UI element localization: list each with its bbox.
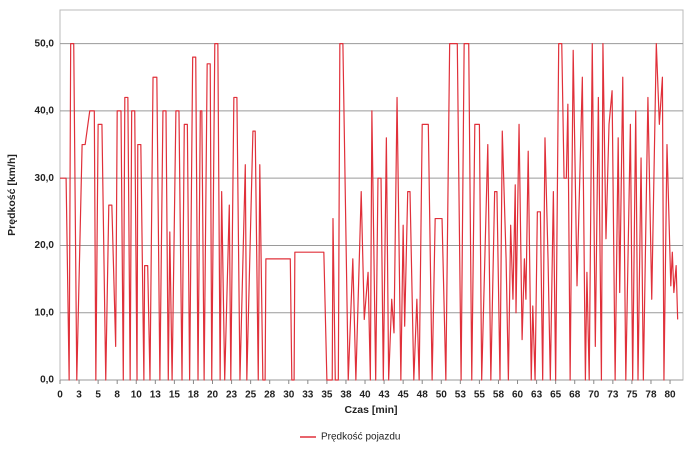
x-tick-label: 55 — [474, 390, 486, 401]
y-tick-label: 0,0 — [40, 375, 54, 386]
x-tick-label: 68 — [569, 390, 581, 401]
x-tick-label: 45 — [398, 390, 410, 401]
x-tick-label: 10 — [131, 390, 143, 401]
y-tick-label: 30,0 — [35, 173, 55, 184]
x-tick-label: 65 — [550, 390, 562, 401]
x-tick-label: 73 — [607, 390, 619, 401]
x-tick-label: 20 — [207, 390, 219, 401]
y-axis-title: Prędkość [km/h] — [6, 154, 18, 236]
data-line — [60, 43, 679, 381]
x-tick-label: 53 — [455, 390, 467, 401]
x-tick-label: 30 — [283, 390, 295, 401]
x-axis-title: Czas [min] — [344, 404, 397, 416]
y-tick-label: 20,0 — [35, 240, 55, 251]
x-tick-label: 38 — [340, 390, 352, 401]
x-tick-label: 78 — [645, 390, 657, 401]
x-tick-label: 5 — [95, 390, 101, 401]
x-tick-label: 75 — [626, 390, 638, 401]
x-tick-label: 13 — [150, 390, 162, 401]
x-tick-label: 25 — [245, 390, 257, 401]
x-tick-label: 15 — [169, 390, 181, 401]
x-tick-label: 58 — [493, 390, 505, 401]
x-tick-label: 23 — [226, 390, 238, 401]
x-tick-label: 63 — [531, 390, 543, 401]
x-tick-label: 43 — [379, 390, 391, 401]
y-tick-label: 40,0 — [35, 106, 55, 117]
x-tick-label: 50 — [436, 390, 448, 401]
x-tick-label: 48 — [417, 390, 429, 401]
x-tick-label: 28 — [264, 390, 276, 401]
y-tick-label: 10,0 — [35, 307, 55, 318]
x-tick-label: 80 — [664, 390, 676, 401]
x-tick-label: 18 — [188, 390, 200, 401]
x-tick-label: 40 — [359, 390, 371, 401]
x-tick-label: 8 — [114, 390, 120, 401]
x-tick-label: 3 — [76, 390, 82, 401]
x-tick-label: 35 — [321, 390, 333, 401]
x-tick-label: 0 — [57, 390, 63, 401]
legend-label: Prędkość pojazdu — [321, 432, 401, 443]
y-tick-label: 50,0 — [35, 38, 55, 49]
x-tick-label: 33 — [302, 390, 314, 401]
x-tick-label: 70 — [588, 390, 600, 401]
x-tick-label: 60 — [512, 390, 524, 401]
